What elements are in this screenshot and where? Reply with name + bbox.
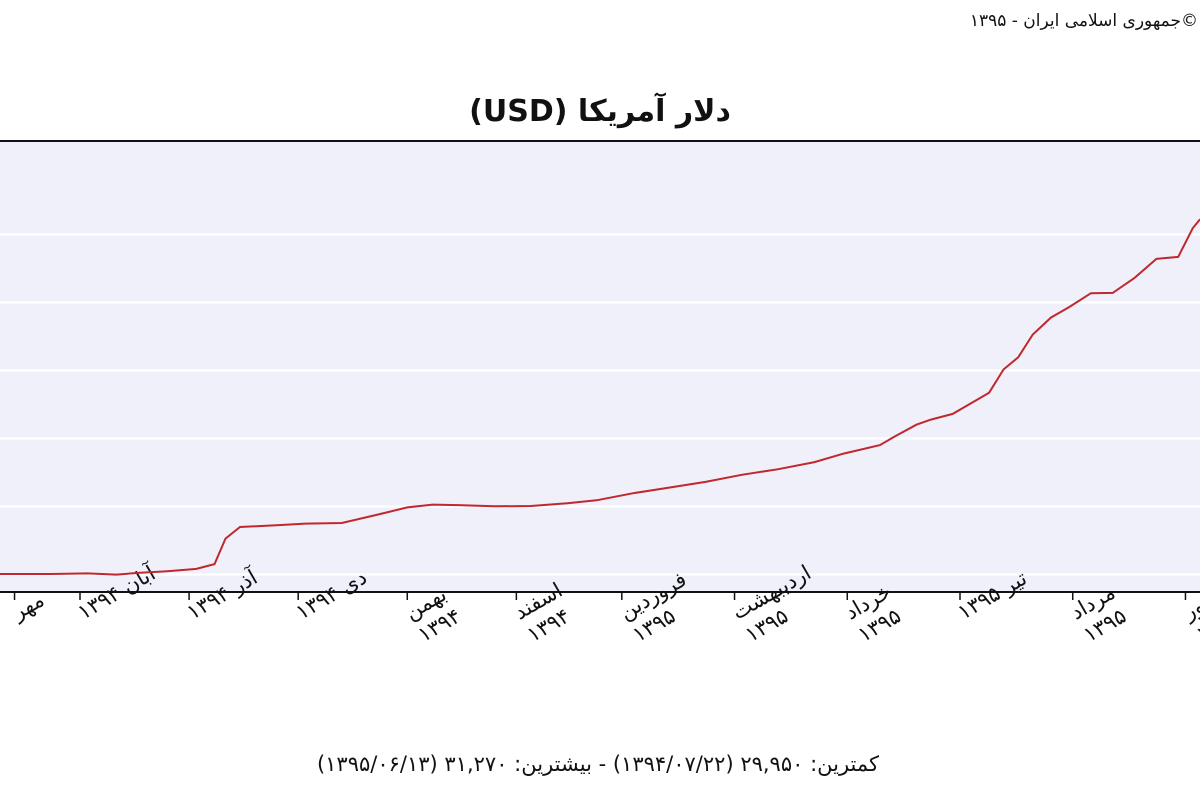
- x-tick-label-line1: مهر: [7, 587, 48, 625]
- x-axis-ticks: [13, 592, 1187, 600]
- chart-footer-minmax: کمترین: ۲۹,۹۵۰ (۱۳۹۴/۰۷/۲۲) - بیشترین: ۳…: [317, 752, 879, 776]
- plot-area: [0, 141, 1200, 592]
- x-tick-label-0: مهر: [7, 587, 48, 625]
- gridlines: [0, 233, 1200, 576]
- chart-title: دلار آمریکا (USD): [469, 92, 731, 129]
- x-tick-label-line2: ۱۳۹۵: [1192, 604, 1200, 647]
- series-line-usd: [0, 218, 1200, 576]
- chart-copyright: جمهوری اسلامی ایران - ۱۳۹۵©: [970, 11, 1198, 31]
